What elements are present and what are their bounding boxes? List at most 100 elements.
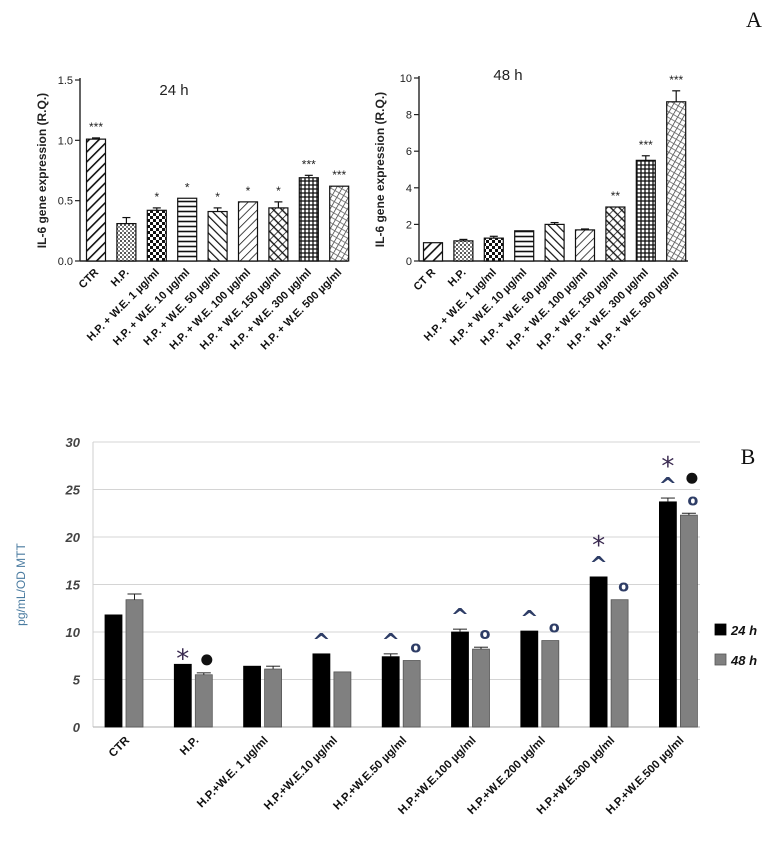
bar-24h: [243, 665, 262, 728]
x-tick-label: H.P.+W.E.100 µg/ml: [396, 735, 478, 817]
annotation-caret: ^: [381, 630, 399, 655]
x-tick-label: H.P.+W.E.300 µg/ml: [535, 735, 617, 817]
legend: 24 h 48 h: [714, 623, 757, 668]
y-tick-label: 6: [406, 146, 412, 158]
annotation-caret: ^: [520, 607, 538, 632]
legend-label: 24 h: [730, 623, 757, 638]
annotation-star: *: [661, 452, 674, 482]
x-tick-label: H.P.: [109, 267, 132, 290]
bar: [514, 230, 535, 262]
x-tick-label: H.P.+W.E.10 µg/ml: [262, 735, 340, 813]
y-tick-label: 10: [66, 625, 81, 640]
y-tick-label: 0: [73, 720, 81, 735]
x-tick-label: H.P.+W.E. 1 µg/ml: [195, 735, 271, 811]
bar-24h: [173, 663, 192, 728]
bar-48h: [680, 514, 698, 728]
bar-48h: [264, 668, 283, 728]
annotation-caret: ^: [589, 553, 607, 578]
y-tick-label: 25: [65, 483, 81, 498]
annotation-caret: ^: [659, 474, 677, 499]
annotation-circle: o: [480, 624, 491, 643]
annotation-circle: o: [687, 490, 698, 509]
y-axis-title: IL-6 gene expression (R.Q.): [35, 93, 49, 248]
bar-48h: [541, 640, 560, 728]
legend-swatch: [714, 653, 727, 666]
annotation-star: *: [176, 644, 189, 674]
bar: [635, 159, 656, 262]
x-tick-label: H.P.+W.E.50 µg/ml: [331, 735, 409, 813]
bar: [237, 201, 259, 262]
bar-48h: [402, 660, 421, 728]
x-tick-label: CT R: [411, 267, 438, 294]
chart-title: 48 h: [493, 67, 522, 84]
x-tick-label: H.P.+W.E.200 µg/ml: [466, 735, 548, 817]
significance-label: *: [215, 190, 220, 204]
bar-48h: [194, 674, 213, 728]
significance-label: **: [611, 189, 621, 203]
chart-il6-24h: 0.0 0.5 1.0 1.5 IL-6 gene expression (R.Q.) 2…: [35, 75, 350, 352]
significance-label: *: [276, 184, 281, 198]
significance-label: ***: [669, 73, 683, 87]
x-tick-label: H.P.: [178, 735, 201, 758]
bar-48h: [610, 599, 629, 728]
bar: [605, 206, 626, 262]
legend-label: 48 h: [730, 653, 757, 668]
y-tick-label: 0.5: [58, 196, 73, 208]
y-tick-label: 1.0: [58, 135, 73, 147]
bar-48h: [125, 599, 144, 728]
bar: [329, 185, 350, 262]
significance-label: ***: [639, 138, 653, 152]
significance-label: ***: [89, 120, 103, 134]
panel-label-b: B: [741, 444, 756, 469]
y-tick-label: 0: [406, 256, 412, 268]
y-tick-label: 15: [66, 578, 81, 593]
bar: [298, 177, 319, 262]
bar: [574, 229, 596, 262]
annotation-star: *: [592, 531, 605, 561]
y-tick-label: 30: [66, 435, 81, 450]
y-tick-label: 4: [406, 183, 412, 195]
bar-24h: [104, 614, 123, 728]
chart-title: 24 h: [159, 82, 188, 99]
bar: [422, 242, 444, 262]
bar: [85, 138, 107, 262]
annotation-circle: o: [618, 577, 629, 596]
x-tick-label: H.P.+W.E.500 µg/ml: [604, 735, 686, 817]
y-tick-label: 20: [65, 530, 81, 545]
significance-label: *: [185, 180, 190, 194]
bar: [453, 240, 474, 262]
bar-24h: [451, 631, 469, 728]
bar-24h: [381, 656, 400, 728]
y-tick-label: 10: [400, 73, 412, 85]
bar: [177, 197, 198, 262]
bar: [268, 207, 289, 262]
x-tick-label: CTR: [107, 734, 133, 760]
bar: [483, 237, 504, 262]
bar: [146, 209, 167, 262]
panel-label-a: A: [746, 7, 762, 32]
bar-24h: [589, 576, 608, 728]
bar: [207, 210, 228, 262]
bar: [544, 223, 565, 262]
y-axis-title: IL-6 gene expression (R.Q.): [373, 92, 387, 247]
significance-label: ***: [302, 157, 316, 171]
bar: [116, 222, 137, 262]
y-tick-label: 0.0: [58, 256, 73, 268]
bar-48h: [472, 648, 490, 728]
annotation-caret: ^: [312, 630, 330, 655]
bar-24h: [312, 653, 331, 728]
y-tick-label: 2: [406, 219, 412, 231]
bar-48h: [333, 671, 352, 728]
chart-il6-48h: 0 2 4 6 8 10 IL-6 gene expression (R.Q.) 48 h CT…: [373, 67, 688, 352]
bar-24h: [520, 630, 539, 728]
bar-24h: [659, 501, 677, 728]
y-tick-label: 5: [73, 673, 81, 688]
legend-swatch: [714, 623, 727, 636]
annotation-circle: o: [549, 618, 560, 637]
significance-label: *: [246, 184, 251, 198]
significance-label: *: [154, 190, 159, 204]
annotation-caret: ^: [451, 605, 469, 630]
significance-label: ***: [332, 168, 346, 182]
bar: [666, 101, 687, 262]
